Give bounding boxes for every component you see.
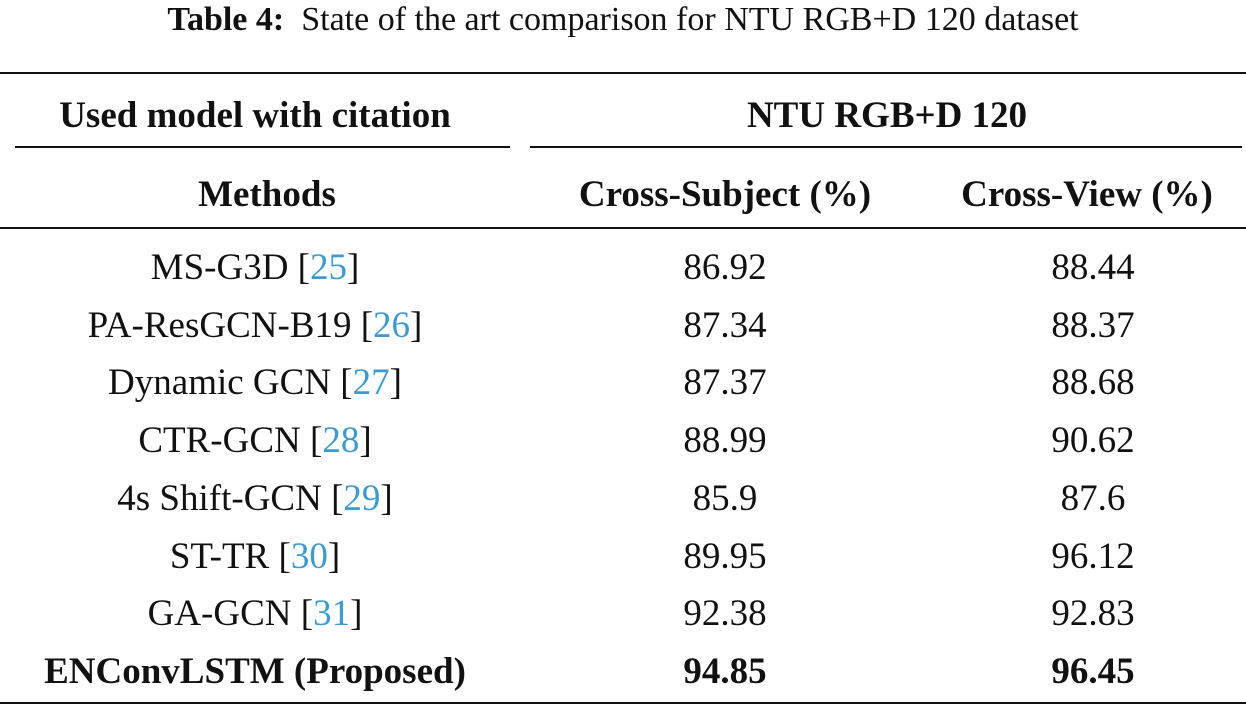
group-rule <box>530 146 1242 148</box>
bracket: [ <box>331 477 344 519</box>
cross-view: 87.6 <box>1060 477 1126 519</box>
bracket: [ <box>297 247 310 288</box>
citation: 29 <box>343 477 381 519</box>
cross-view-cell: 88.44 <box>1051 249 1134 286</box>
citation: 31 <box>313 593 351 635</box>
bracket: [ <box>310 420 323 462</box>
header-rule <box>0 227 1246 229</box>
cross-subject: 88.99 <box>683 420 767 462</box>
cross-view-cell: 96.12 <box>1051 538 1134 575</box>
cross-subject-cell: 85.9 <box>693 480 758 517</box>
table-caption: Table 4: State of the art comparison for… <box>167 3 1078 37</box>
cross-view: 88.68 <box>1051 362 1135 404</box>
bracket: ] <box>359 420 372 462</box>
bracket: [ <box>278 535 291 577</box>
caption-text: State of the art comparison for NTU RGB+… <box>301 1 1079 38</box>
column-header: Cross-Subject (%) <box>578 174 872 215</box>
column-header: Cross-View (%) <box>961 174 1213 215</box>
method-name: ST-TR <box>169 535 270 577</box>
bracket: ] <box>380 477 393 519</box>
cross-subject-cell: 87.37 <box>683 364 766 401</box>
cross-subject: 89.95 <box>683 535 767 577</box>
bracket: ] <box>389 362 402 404</box>
column-header: Methods <box>198 174 336 215</box>
method-cell: GA-GCN [31] <box>148 595 363 632</box>
group-header: NTU RGB+D 120 <box>746 95 1028 136</box>
cross-subject-cell: 88.99 <box>683 422 766 459</box>
citation: 27 <box>352 362 390 404</box>
cross-subject-cell: 86.92 <box>683 249 766 286</box>
bracket: [ <box>340 362 353 404</box>
bracket: [ <box>360 304 374 346</box>
cross-subject: 87.34 <box>683 304 767 346</box>
cross-view-cell: 92.83 <box>1051 595 1134 632</box>
group-header: Used model with citation <box>59 95 451 136</box>
method-cell: MS-G3D [25] <box>151 249 360 286</box>
bracket: [ <box>300 593 314 635</box>
citation: 30 <box>290 535 328 577</box>
bracket: ] <box>410 304 423 346</box>
cross-view: 88.44 <box>1051 247 1135 288</box>
cross-view: 96.12 <box>1051 535 1135 577</box>
cross-subject: 86.92 <box>683 247 767 288</box>
cross-view: 96.45 <box>1051 650 1135 692</box>
cross-view-cell: 88.68 <box>1051 364 1134 401</box>
bracket: ] <box>347 247 360 288</box>
caption-label: Table 4: <box>167 1 285 38</box>
cross-view-cell: 96.45 <box>1051 653 1134 690</box>
cross-subject-cell: 92.38 <box>683 595 766 632</box>
method-cell: ENConvLSTM (Proposed) <box>44 653 466 690</box>
cross-subject: 92.38 <box>683 593 767 635</box>
method-name: 4s Shift-GCN <box>117 477 322 519</box>
cross-view-cell: 88.37 <box>1051 307 1134 344</box>
group-rule <box>15 146 510 148</box>
cross-view: 92.83 <box>1051 593 1135 635</box>
method-cell: PA-ResGCN-B19 [26] <box>88 307 423 344</box>
bracket: ] <box>327 535 341 577</box>
method-name: CTR-GCN <box>138 420 301 462</box>
cross-subject: 94.85 <box>683 650 767 692</box>
cross-subject-cell: 94.85 <box>683 653 766 690</box>
top-rule <box>0 72 1246 74</box>
cross-subject-cell: 89.95 <box>683 538 766 575</box>
method-name: ENConvLSTM (Proposed) <box>44 650 466 692</box>
cross-view-cell: 87.6 <box>1061 480 1126 517</box>
citation: 26 <box>373 304 411 346</box>
cross-view-cell: 90.62 <box>1051 422 1134 459</box>
citation: 25 <box>310 247 347 288</box>
cross-view: 88.37 <box>1051 304 1135 346</box>
method-name: GA-GCN <box>147 593 292 635</box>
method-name: MS-G3D <box>150 247 289 288</box>
method-cell: CTR-GCN [28] <box>138 422 371 459</box>
method-cell: Dynamic GCN [27] <box>108 364 402 401</box>
citation: 28 <box>322 420 360 462</box>
method-cell: ST-TR [30] <box>170 538 340 575</box>
cross-view: 90.62 <box>1051 420 1135 462</box>
cross-subject-cell: 87.34 <box>683 307 766 344</box>
cross-subject: 85.9 <box>692 477 758 519</box>
method-cell: 4s Shift-GCN [29] <box>117 480 392 517</box>
bottom-rule <box>0 702 1246 704</box>
method-name: Dynamic GCN <box>108 362 332 404</box>
bracket: ] <box>350 593 363 635</box>
method-name: PA-ResGCN-B19 <box>87 304 352 346</box>
cross-subject: 87.37 <box>683 362 767 404</box>
